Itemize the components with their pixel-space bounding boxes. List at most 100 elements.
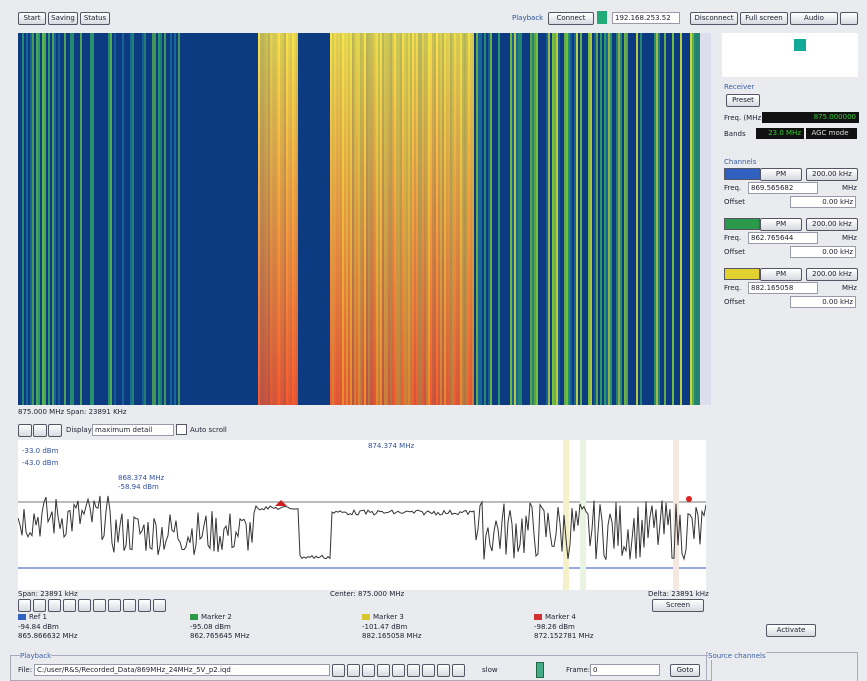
source-title: Source channels — [708, 652, 766, 660]
playback-label: Playback — [512, 14, 543, 22]
freq-field[interactable]: 882.165058 — [748, 282, 818, 294]
wf-stripe — [366, 33, 368, 405]
disconnect-button[interactable]: Disconnect — [690, 12, 738, 25]
marker-name: Marker 2 — [201, 613, 232, 621]
wf-stripe — [422, 33, 424, 405]
channel-bar[interactable] — [724, 168, 760, 180]
wf-stripe — [382, 33, 384, 405]
wf-stripe — [390, 33, 392, 405]
wf-stripe — [430, 33, 432, 405]
offset-field[interactable]: 0.00 kHz — [790, 196, 856, 208]
transport-button[interactable] — [422, 664, 435, 677]
status-button[interactable]: Status — [80, 12, 110, 25]
wf-stripe — [108, 33, 110, 405]
speed-slider[interactable] — [536, 662, 544, 678]
spectrum-tool[interactable] — [18, 599, 31, 612]
marker-swatch — [534, 614, 542, 620]
fullscreen-button[interactable]: Full screen — [740, 12, 788, 25]
channel-bar[interactable] — [724, 268, 760, 280]
goto-button[interactable]: Goto — [670, 664, 700, 677]
wf-btn[interactable] — [18, 424, 32, 437]
wf-stripe — [604, 33, 606, 405]
wf-btn[interactable] — [33, 424, 47, 437]
marker-swatch — [190, 614, 198, 620]
channel-bar[interactable] — [724, 218, 760, 230]
transport-button[interactable] — [362, 664, 375, 677]
activate-button[interactable]: Activate — [766, 624, 816, 637]
freq-label: Freq. — [724, 234, 741, 242]
wf-stripe — [576, 33, 578, 405]
mode-button[interactable]: PM — [760, 168, 802, 181]
transport-button[interactable] — [392, 664, 405, 677]
wf-stripe — [336, 33, 338, 405]
transport-button[interactable] — [332, 664, 345, 677]
wf-btn[interactable] — [48, 424, 62, 437]
spectrum-tool[interactable] — [48, 599, 61, 612]
wf-stripe — [362, 33, 364, 405]
spectrum-tool[interactable] — [153, 599, 166, 612]
wf-stripe — [518, 33, 520, 405]
section-title: Receiver — [724, 83, 754, 91]
wf-stripe — [414, 33, 416, 405]
freq-field[interactable]: 869.565682 — [748, 182, 818, 194]
wf-stripe — [58, 33, 60, 405]
bw-button[interactable]: 200.00 kHz — [806, 168, 858, 181]
marker-freq: 865.866632 MHz — [18, 632, 78, 640]
marker-level: -98.26 dBm — [534, 623, 575, 631]
wf-stripe — [608, 33, 610, 405]
transport-button[interactable] — [347, 664, 360, 677]
connect-button[interactable]: Connect — [548, 12, 594, 25]
spectrum-tool[interactable] — [93, 599, 106, 612]
wf-stripe — [392, 33, 394, 405]
wf-stripe — [432, 33, 434, 405]
offset-field[interactable]: 0.00 kHz — [790, 296, 856, 308]
detail-select[interactable]: maximum detail — [92, 424, 174, 436]
transport-button[interactable] — [377, 664, 390, 677]
mode-button[interactable]: PM — [760, 268, 802, 281]
spectrum-tool[interactable] — [123, 599, 136, 612]
preset-button[interactable]: Preset — [726, 94, 760, 107]
spectrum-tool[interactable] — [33, 599, 46, 612]
wf-stripe — [268, 33, 270, 405]
saving-button[interactable]: Saving — [48, 12, 78, 25]
menu-button[interactable] — [840, 12, 858, 25]
wf-stripe — [468, 33, 470, 405]
wf-stripe — [520, 33, 522, 405]
transport-button[interactable] — [407, 664, 420, 677]
bw-button[interactable]: 200.00 kHz — [806, 218, 858, 231]
audio-button[interactable]: Audio — [790, 12, 838, 25]
delta-label: Delta: 23891 kHz — [648, 590, 709, 598]
wf-stripe — [436, 33, 438, 405]
wf-stripe — [512, 33, 514, 405]
wf-stripe — [370, 33, 372, 405]
scrollbar[interactable] — [700, 33, 711, 405]
spectrum-tool[interactable] — [138, 599, 151, 612]
spectrum-tool[interactable] — [78, 599, 91, 612]
wf-stripe — [452, 33, 454, 405]
start-button[interactable]: Start — [18, 12, 46, 25]
wf-stripe — [296, 33, 298, 405]
file-field[interactable]: C:/user/R&S/Recorded_Data/869MHz_24MHz_5… — [34, 664, 330, 676]
wf-stripe — [356, 33, 358, 405]
spectrum-tool[interactable] — [108, 599, 121, 612]
frame-field[interactable]: 0 — [590, 664, 660, 676]
bw-button[interactable]: 200.00 kHz — [806, 268, 858, 281]
autoscroll-checkbox[interactable] — [176, 424, 187, 435]
bands-display: 23.0 MHz — [756, 128, 804, 139]
transport-button[interactable] — [452, 664, 465, 677]
mode-button[interactable]: PM — [760, 218, 802, 231]
wf-stripe — [90, 33, 92, 405]
address-field[interactable]: 192.168.253.52 — [612, 12, 680, 24]
wf-stripe — [478, 33, 480, 405]
spectrum-tool[interactable] — [63, 599, 76, 612]
wf-stripe — [532, 33, 534, 405]
marker-band — [580, 440, 586, 590]
wf-stripe — [70, 33, 72, 405]
freq-field[interactable]: 862.765644 — [748, 232, 818, 244]
wf-stripe — [460, 33, 462, 405]
wf-stripe — [368, 33, 370, 405]
transport-button[interactable] — [437, 664, 450, 677]
offset-field[interactable]: 0.00 kHz — [790, 246, 856, 258]
screen-button[interactable]: Screen — [652, 599, 704, 612]
wf-stripe — [378, 33, 380, 405]
